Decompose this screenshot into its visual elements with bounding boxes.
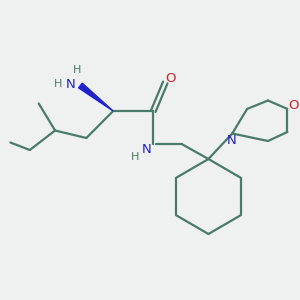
Text: H: H [54,79,62,89]
Text: N: N [227,134,236,147]
Text: N: N [142,143,152,156]
Text: N: N [66,77,76,91]
Text: H: H [131,152,140,163]
Polygon shape [79,83,113,111]
Text: O: O [165,71,176,85]
Text: O: O [289,99,299,112]
Text: H: H [73,65,82,75]
